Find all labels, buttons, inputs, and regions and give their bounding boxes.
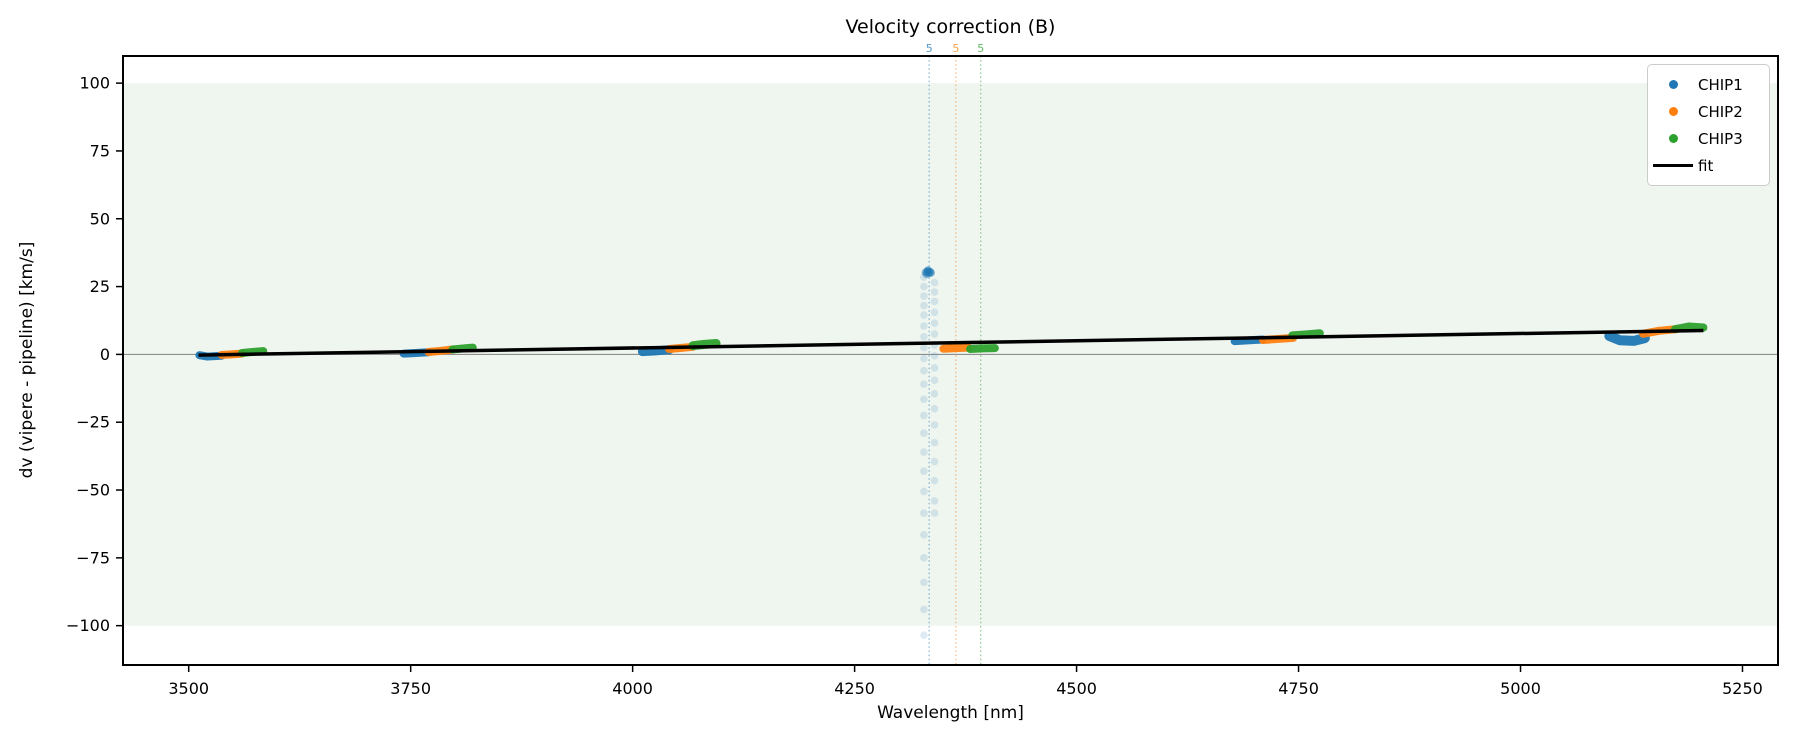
legend-dot-icon [1648, 134, 1698, 143]
legend-dot-icon [1648, 107, 1698, 116]
outlier-dot [930, 308, 939, 317]
y-tick-label: −100 [66, 616, 110, 635]
outlier-dot [920, 578, 928, 587]
outlier-dot [930, 438, 939, 447]
legend-line-icon [1648, 163, 1698, 168]
legend-marker-CHIP2 [1668, 107, 1678, 116]
vlines: 5 5 5 [926, 42, 984, 665]
legend-marker-CHIP3 [1668, 134, 1678, 143]
legend-item-CHIP2: CHIP2 [1648, 98, 1769, 125]
outlier-dot [930, 319, 939, 328]
outlier-points-CHIP1 [920, 266, 939, 639]
outlier-dot [930, 330, 939, 338]
segment-CHIP1 [1230, 335, 1268, 346]
legend-item-fit: fit [1648, 152, 1769, 179]
outlier-dot [920, 448, 928, 456]
segment-CHIP1 [1604, 330, 1650, 346]
legend-label: CHIP3 [1698, 129, 1743, 148]
x-tick-label: 5250 [1722, 679, 1763, 698]
outlier-dot [920, 301, 928, 310]
outlier-dot [920, 332, 928, 341]
outlier-dot [920, 509, 928, 517]
outlier-dot [930, 457, 939, 466]
outlier-dot [920, 380, 928, 389]
y-tick-label: −50 [76, 481, 110, 500]
outlier-dot [930, 364, 939, 372]
legend-label: CHIP2 [1698, 102, 1743, 121]
segment-CHIP3 [1671, 322, 1708, 334]
outlier-dot [930, 476, 939, 485]
legend-marker-CHIP1 [1668, 80, 1678, 89]
outlier-dot [920, 292, 928, 300]
outlier-dot [920, 605, 928, 614]
outlier-dot [920, 354, 928, 363]
y-tick-label: 100 [79, 74, 110, 93]
outlier-dot [920, 467, 928, 475]
x-tick-label: 5000 [1500, 679, 1541, 698]
outlier-dot [930, 497, 939, 505]
legend-marker-fit [1653, 163, 1693, 168]
outlier-dot [930, 509, 939, 517]
x-axis-label: Wavelength [nm] [877, 703, 1024, 723]
outlier-dot [930, 278, 939, 287]
y-tick-label: 25 [90, 277, 110, 296]
legend-dot-icon [1648, 80, 1698, 89]
legend-label: CHIP1 [1698, 75, 1743, 94]
legend-item-CHIP3: CHIP3 [1648, 125, 1769, 152]
outlier-dot [930, 297, 939, 306]
vline-label-2: 5 [977, 42, 984, 55]
outlier-dot [920, 429, 928, 437]
segment-CHIP3 [1288, 329, 1324, 340]
outlier-dot [930, 376, 939, 384]
x-axis-ticks: 3500 3750 4000 4250 4500 4750 5000 5250 [168, 665, 1763, 698]
outlier-dot [930, 288, 939, 296]
vline-label-1: 5 [952, 42, 959, 55]
x-tick-label: 4000 [612, 679, 653, 698]
axes-spines [122, 55, 1779, 666]
x-tick-label: 3500 [168, 679, 209, 698]
outlier-dot [920, 554, 928, 562]
outlier-dot [920, 395, 928, 403]
outlier-dot [920, 311, 928, 319]
outlier-dot [930, 404, 939, 413]
outlier-dot [920, 322, 928, 330]
vline-label-0: 5 [926, 42, 933, 55]
outlier-dot [920, 631, 928, 639]
x-tick-label: 4250 [834, 679, 875, 698]
outlier-dot [920, 366, 928, 375]
y-tick-label: 0 [100, 345, 110, 364]
segment-CHIP1 [637, 345, 674, 357]
outlier-dot [930, 351, 939, 360]
outlier-dot [930, 421, 939, 429]
legend-item-CHIP1: CHIP1 [1648, 71, 1769, 98]
outlier-dot [930, 389, 939, 398]
x-tick-label: 4750 [1278, 679, 1319, 698]
outlier-dot [920, 343, 928, 352]
chart-title: Velocity correction (B) [845, 16, 1056, 38]
fit-line [198, 328, 1704, 357]
y-tick-label: −75 [76, 548, 110, 567]
y-tick-label: 75 [90, 141, 110, 160]
y-tick-label: −25 [76, 413, 110, 432]
x-tick-label: 3750 [390, 679, 431, 698]
outlier-dot [920, 487, 928, 496]
x-tick-label: 4500 [1056, 679, 1097, 698]
outlier-blob-dot [923, 267, 932, 276]
y-tick-label: 50 [90, 209, 110, 228]
segment-CHIP2 [939, 343, 973, 353]
outlier-dot [920, 411, 928, 420]
legend-label: fit [1698, 156, 1714, 175]
outlier-dot [920, 530, 928, 539]
legend: CHIP1 CHIP2 CHIP3 fit [1647, 64, 1770, 186]
segment-CHIP3 [966, 344, 999, 353]
outlier-dot [920, 282, 928, 291]
y-axis-ticks: −100 −75 −50 −25 0 25 50 75 100 [66, 74, 123, 635]
